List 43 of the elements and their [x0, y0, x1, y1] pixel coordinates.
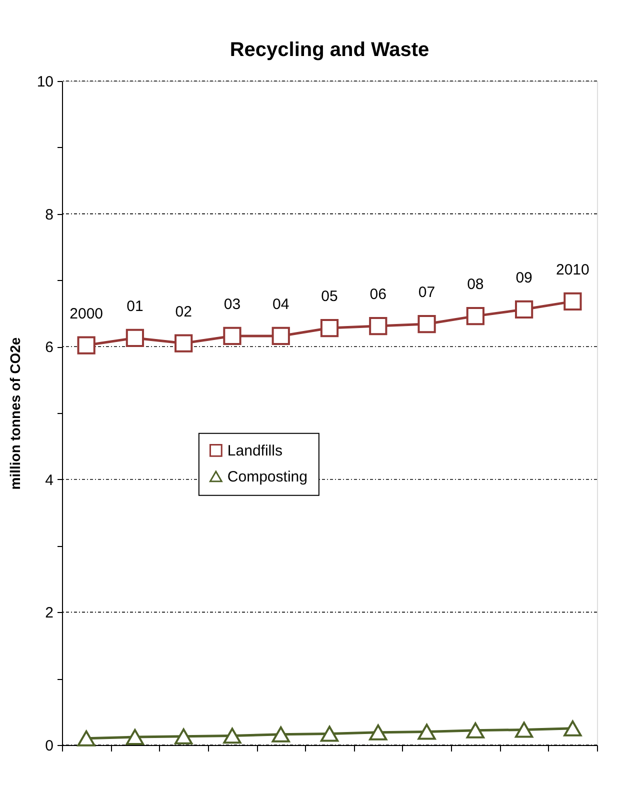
x-tick-label: 03 — [224, 296, 241, 313]
y-tick-label: 8 — [45, 206, 54, 224]
x-tick-label: 2000 — [70, 305, 104, 322]
point — [77, 730, 96, 746]
point — [418, 724, 436, 740]
point — [223, 326, 242, 346]
legend-label: Landfills — [227, 442, 282, 460]
y-tick-label: 6 — [45, 339, 54, 356]
y-tick-label: 2 — [45, 604, 54, 622]
x-tick-label: 06 — [370, 286, 386, 304]
y-tick-label: 0 — [45, 738, 54, 754]
point — [466, 722, 484, 738]
point — [272, 726, 290, 742]
x-tick-label: 05 — [321, 288, 338, 306]
x-tick-label: 02 — [175, 303, 192, 320]
legend-label: Composting — [227, 468, 308, 486]
point — [466, 306, 484, 326]
point — [369, 316, 388, 336]
chart-title: Recycling and Waste — [230, 39, 430, 61]
point — [514, 300, 534, 318]
point — [223, 728, 242, 744]
point — [369, 724, 388, 740]
point — [320, 726, 339, 742]
y-tick-label: 4 — [45, 472, 54, 489]
point — [514, 722, 534, 738]
x-tick-label: 01 — [126, 298, 144, 315]
point — [272, 326, 290, 346]
point — [418, 314, 436, 334]
point — [320, 318, 339, 338]
x-tick-label: 09 — [516, 269, 532, 286]
x-tick-label: 04 — [272, 296, 290, 313]
point — [174, 334, 193, 352]
point — [126, 328, 144, 348]
point — [77, 336, 96, 354]
y-axis-title: million tonnes of CO2e — [6, 337, 23, 490]
x-tick-label: 2010 — [556, 261, 590, 278]
point — [564, 720, 582, 736]
x-tick-label: 08 — [467, 276, 484, 294]
point — [564, 292, 582, 311]
y-tick-label: 10 — [36, 74, 54, 90]
point — [174, 728, 193, 744]
x-tick-label: 07 — [418, 284, 436, 302]
point — [126, 729, 144, 746]
